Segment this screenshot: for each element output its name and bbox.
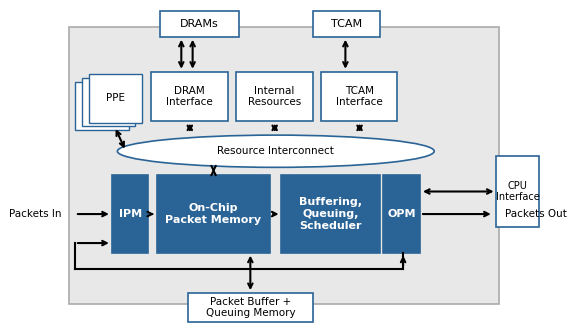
FancyBboxPatch shape (236, 72, 313, 121)
Text: Packet Buffer +
Queuing Memory: Packet Buffer + Queuing Memory (205, 297, 295, 318)
Text: Packets Out: Packets Out (505, 209, 567, 219)
FancyBboxPatch shape (75, 82, 129, 130)
Text: CPU
Interface: CPU Interface (496, 181, 539, 202)
Text: Buffering,
Queuing,
Scheduler: Buffering, Queuing, Scheduler (300, 198, 362, 231)
Text: DRAMs: DRAMs (180, 19, 219, 29)
Text: On-Chip
Packet Memory: On-Chip Packet Memory (166, 203, 262, 225)
FancyBboxPatch shape (313, 11, 381, 37)
Text: Packets In: Packets In (9, 209, 62, 219)
FancyBboxPatch shape (112, 176, 148, 253)
Text: TCAM
Interface: TCAM Interface (336, 86, 382, 107)
Text: Internal
Resources: Internal Resources (248, 86, 301, 107)
FancyBboxPatch shape (157, 176, 270, 253)
FancyBboxPatch shape (188, 293, 313, 322)
Text: DRAM
Interface: DRAM Interface (166, 86, 213, 107)
Text: TCAM: TCAM (331, 19, 362, 29)
FancyBboxPatch shape (281, 176, 381, 253)
FancyBboxPatch shape (69, 27, 499, 304)
Text: PPE: PPE (106, 93, 125, 103)
FancyBboxPatch shape (496, 156, 539, 227)
Text: OPM: OPM (388, 209, 416, 219)
Text: IPM: IPM (118, 209, 141, 219)
FancyBboxPatch shape (89, 74, 142, 123)
FancyBboxPatch shape (82, 78, 136, 126)
Ellipse shape (117, 135, 434, 167)
FancyBboxPatch shape (160, 11, 239, 37)
FancyBboxPatch shape (321, 72, 397, 121)
Text: Resource Interconnect: Resource Interconnect (217, 146, 334, 156)
FancyBboxPatch shape (384, 176, 420, 253)
FancyBboxPatch shape (151, 72, 228, 121)
